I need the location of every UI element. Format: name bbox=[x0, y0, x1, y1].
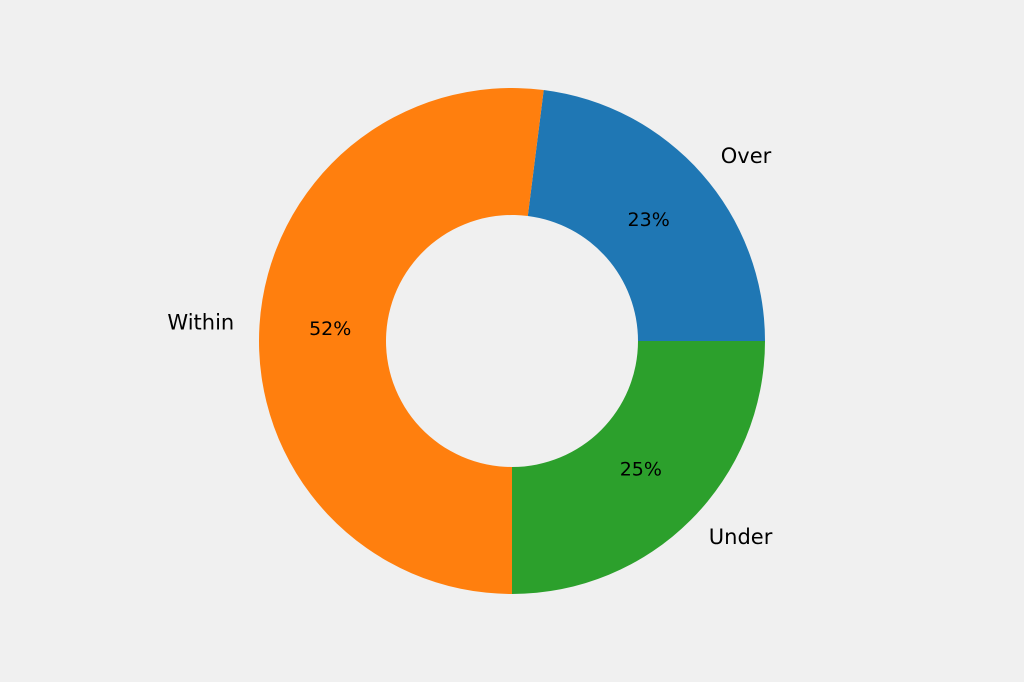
labels-group: Over 23% Within 52% Under 25% bbox=[167, 144, 772, 549]
slice-label-within: Within bbox=[167, 311, 234, 335]
slice-under bbox=[512, 341, 765, 594]
percent-label-within: 52% bbox=[309, 318, 351, 340]
slice-label-over: Over bbox=[721, 144, 772, 168]
slice-within bbox=[259, 88, 544, 595]
slice-over bbox=[527, 89, 765, 341]
slice-label-under: Under bbox=[709, 525, 773, 549]
percent-label-over: 23% bbox=[628, 209, 670, 231]
slices-group bbox=[259, 88, 765, 595]
percent-label-under: 25% bbox=[620, 458, 662, 480]
